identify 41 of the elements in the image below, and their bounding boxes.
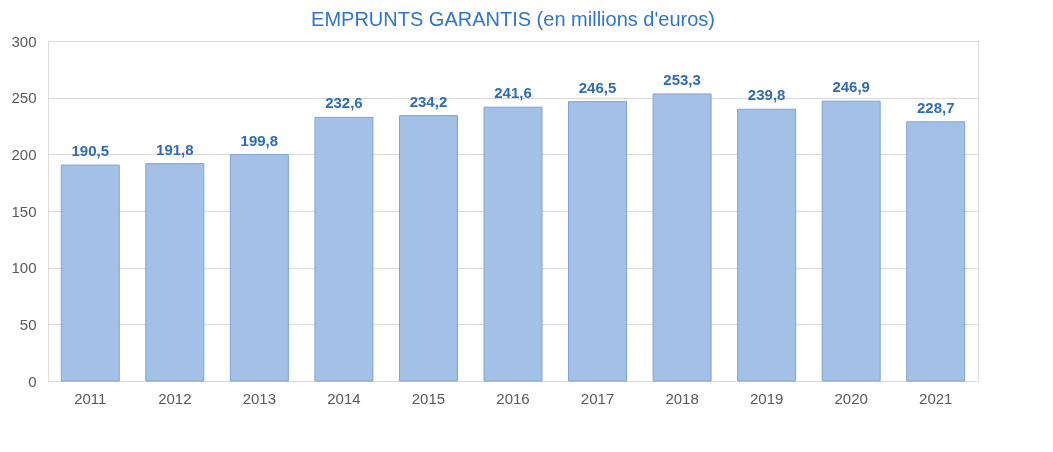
y-tick-label: 250 [11,89,37,107]
x-tick-label: 2011 [74,389,107,407]
data-label: 199,8 [240,131,279,149]
bar [229,154,289,382]
x-tick-label: 2017 [580,389,615,407]
bar [314,116,374,382]
y-tick-label: 200 [11,145,37,163]
bar [737,108,797,382]
x-tick-label: 2012 [158,389,192,407]
x-tick-label: 2014 [327,389,361,407]
x-tick-label: 2013 [242,389,277,407]
chart-title: EMPRUNTS GARANTIS (en millions d'euros) [311,8,715,30]
y-tick-label: 100 [11,259,37,277]
bar [398,115,458,382]
x-tick-label: 2021 [919,389,953,407]
data-label: 190,5 [71,142,110,160]
x-tick-label: 2018 [665,389,699,407]
bar [652,93,712,382]
x-tick-label: 2020 [834,389,868,407]
data-label: 234,2 [409,92,448,110]
data-label: 246,5 [578,78,617,96]
data-label: 228,7 [916,98,955,116]
y-tick-label: 0 [28,372,37,390]
data-label: 239,8 [747,86,786,104]
bar [568,101,628,382]
bar [483,106,543,382]
data-label: 253,3 [663,70,701,88]
data-label: 232,6 [325,94,363,112]
data-label: 191,8 [156,140,194,158]
y-tick-label: 50 [19,315,37,333]
y-tick-label: 150 [11,202,37,220]
bar [906,121,966,382]
y-tick-label: 300 [11,32,37,50]
x-tick-label: 2016 [496,389,530,407]
bar [145,163,205,382]
bar [60,164,120,382]
x-tick-label: 2015 [411,389,446,407]
data-label: 241,6 [494,84,532,102]
bar [821,100,881,382]
data-label: 246,9 [832,78,870,96]
x-tick-label: 2019 [749,389,784,407]
